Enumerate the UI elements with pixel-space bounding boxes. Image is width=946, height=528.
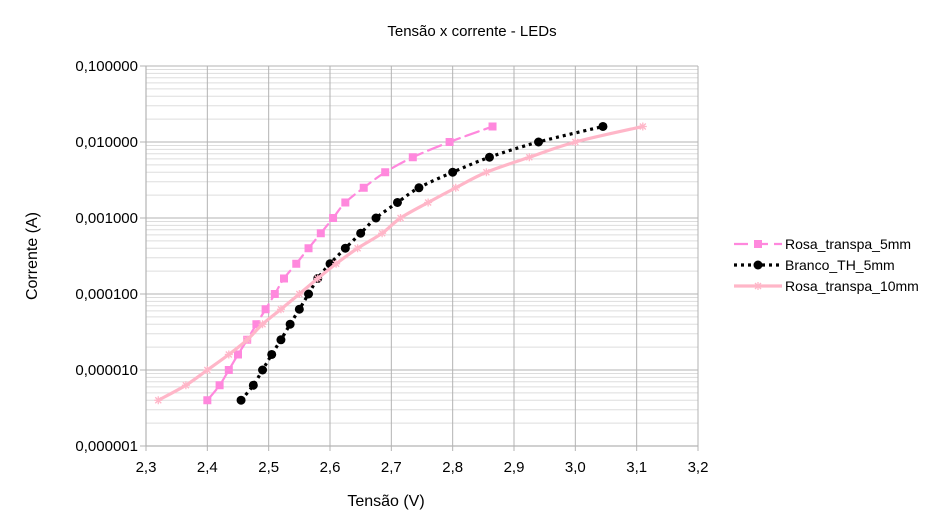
x-tick-label: 3,2 bbox=[688, 459, 709, 476]
x-tick-label: 2,9 bbox=[504, 459, 525, 476]
asterisk-marker bbox=[525, 153, 534, 162]
asterisk-marker bbox=[295, 290, 304, 298]
square-marker bbox=[359, 183, 368, 192]
asterisk-marker bbox=[243, 335, 252, 344]
series-branco-th-5mm bbox=[236, 121, 608, 405]
x-tick-label: 2,5 bbox=[258, 459, 279, 476]
circle-marker bbox=[258, 365, 268, 375]
y-tick-label: 0,100000 bbox=[75, 58, 138, 75]
asterisk-marker bbox=[332, 259, 341, 268]
x-tick-label: 2,6 bbox=[320, 459, 341, 476]
legend-item: Rosa_transpa_10mm bbox=[734, 278, 919, 294]
circle-marker bbox=[340, 243, 350, 253]
circle-marker bbox=[414, 183, 424, 193]
square-marker bbox=[234, 350, 242, 359]
asterisk-marker bbox=[638, 122, 647, 131]
asterisk-marker bbox=[276, 305, 285, 314]
axes bbox=[145, 66, 698, 447]
asterisk-marker bbox=[754, 282, 762, 290]
circle-marker bbox=[304, 289, 314, 299]
circle-marker bbox=[248, 380, 258, 390]
square-marker bbox=[252, 320, 261, 329]
square-marker bbox=[408, 153, 417, 162]
x-tick-label: 2,8 bbox=[442, 459, 463, 476]
y-tick-label: 0,000100 bbox=[75, 286, 138, 303]
series-line bbox=[206, 125, 494, 402]
y-axis-ticks: 0,100000 0,010000 0,001000 0,000100 0,000010… bbox=[75, 58, 138, 455]
asterisk-marker bbox=[181, 381, 190, 390]
y-tick-label: 0,010000 bbox=[75, 134, 138, 151]
x-tick-label: 2,7 bbox=[381, 459, 402, 476]
circle-marker bbox=[276, 335, 286, 345]
asterisk-marker bbox=[203, 366, 212, 374]
circle-marker bbox=[236, 395, 246, 405]
legend-label: Rosa_transpa_5mm bbox=[785, 236, 911, 252]
asterisk-marker bbox=[571, 138, 580, 146]
circle-marker bbox=[392, 197, 402, 207]
square-marker bbox=[754, 240, 762, 248]
asterisk-marker bbox=[396, 214, 405, 222]
legend-item: Rosa_transpa_5mm bbox=[734, 236, 911, 252]
square-marker bbox=[381, 168, 390, 177]
asterisk-marker bbox=[424, 198, 433, 207]
square-marker bbox=[341, 198, 350, 207]
circle-marker bbox=[356, 228, 366, 238]
square-marker bbox=[488, 122, 497, 131]
asterisk-marker bbox=[313, 274, 322, 283]
circle-marker bbox=[267, 349, 277, 359]
x-tick-label: 3,1 bbox=[626, 459, 647, 476]
circle-marker bbox=[484, 152, 494, 162]
legend: Rosa_transpa_5mm Branco_TH_5mm Rosa_transp… bbox=[734, 236, 919, 294]
y-tick-label: 0,001000 bbox=[75, 210, 138, 227]
square-marker bbox=[292, 259, 301, 268]
square-marker bbox=[280, 274, 288, 283]
y-axis-label: Corrente (A) bbox=[24, 212, 41, 300]
square-marker bbox=[224, 366, 233, 374]
circle-marker bbox=[534, 137, 544, 147]
series-line bbox=[156, 124, 645, 402]
asterisk-marker bbox=[353, 244, 362, 253]
series-rosa-transpa-10mm bbox=[154, 122, 647, 405]
legend-item: Branco_TH_5mm bbox=[734, 257, 895, 273]
x-tick-label: 2,3 bbox=[136, 459, 157, 476]
circle-marker bbox=[598, 121, 608, 131]
square-marker bbox=[215, 381, 224, 390]
circle-marker bbox=[753, 260, 763, 270]
square-marker bbox=[270, 290, 279, 298]
circle-marker bbox=[448, 167, 458, 177]
asterisk-marker bbox=[224, 350, 233, 359]
asterisk-marker bbox=[154, 396, 163, 405]
asterisk-marker bbox=[482, 168, 491, 177]
square-marker bbox=[203, 396, 212, 405]
asterisk-marker bbox=[258, 320, 267, 329]
x-tick-label: 3,0 bbox=[565, 459, 586, 476]
square-marker bbox=[304, 244, 313, 253]
y-tick-label: 0,000001 bbox=[75, 438, 138, 455]
chart-title: Tensão x corrente - LEDs bbox=[387, 23, 556, 40]
y-tick-label: 0,000010 bbox=[75, 362, 138, 379]
asterisk-marker bbox=[451, 183, 460, 192]
x-tick-label: 2,4 bbox=[197, 459, 218, 476]
square-marker bbox=[445, 138, 454, 146]
square-marker bbox=[329, 214, 338, 222]
legend-label: Branco_TH_5mm bbox=[785, 257, 895, 273]
circle-marker bbox=[285, 319, 295, 329]
circle-marker bbox=[294, 304, 304, 314]
square-marker bbox=[316, 229, 325, 238]
x-axis-label: Tensão (V) bbox=[347, 493, 424, 510]
square-marker bbox=[261, 305, 270, 314]
grid-lines bbox=[140, 65, 699, 451]
x-axis-ticks: 2,3 2,4 2,5 2,6 2,7 2,8 2,9 3,0 3,1 3,2 bbox=[136, 459, 709, 476]
asterisk-marker bbox=[378, 229, 387, 238]
plot-area bbox=[154, 121, 647, 405]
legend-label: Rosa_transpa_10mm bbox=[785, 278, 919, 294]
circle-marker bbox=[371, 213, 381, 223]
